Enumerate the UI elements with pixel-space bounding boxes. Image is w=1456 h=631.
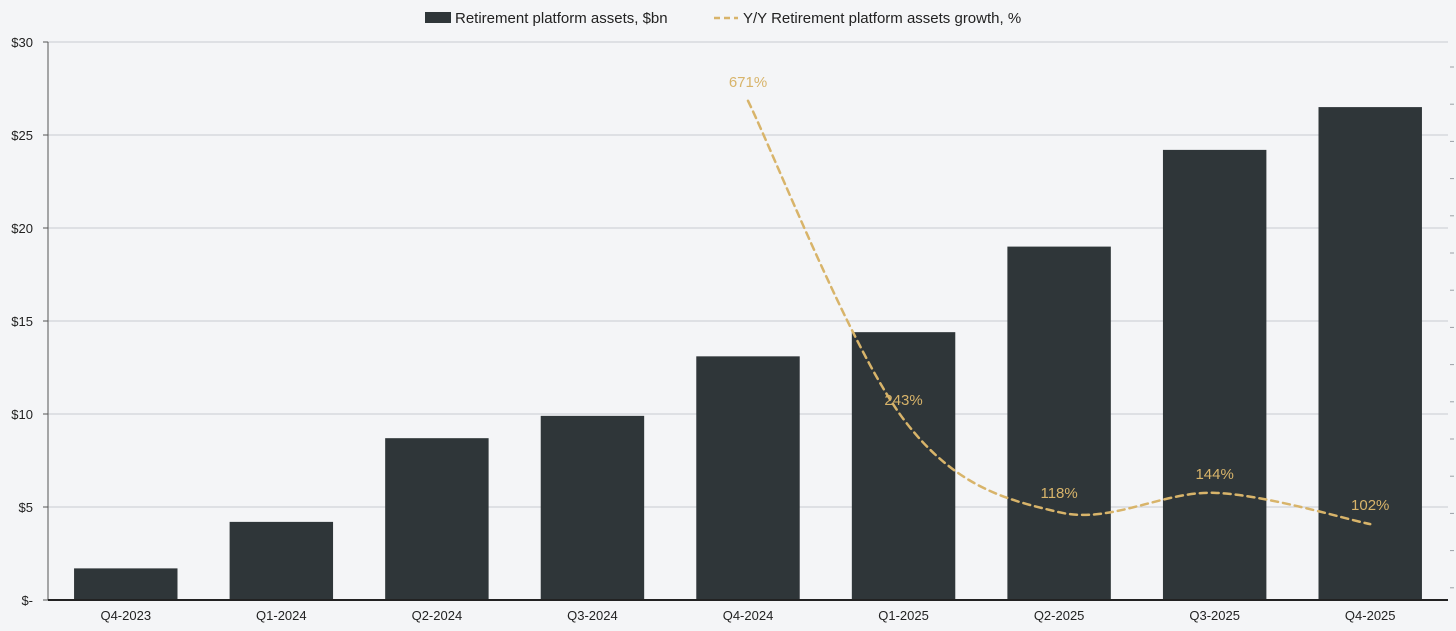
y-tick-label: $30 <box>11 35 33 50</box>
x-tick-label: Q2-2025 <box>1034 608 1085 623</box>
y-tick-label: $25 <box>11 128 33 143</box>
legend-swatch-bar <box>425 12 451 23</box>
legend: Retirement platform assets, $bn Y/Y Reti… <box>425 10 1021 27</box>
bar <box>1318 107 1422 600</box>
x-tick-label: Q2-2024 <box>412 608 463 623</box>
data-labels: 671% 243% 118% 144% 102% <box>729 74 1390 514</box>
x-tick-label: Q1-2024 <box>256 608 307 623</box>
bar <box>229 521 334 600</box>
growth-data-label: 243% <box>884 392 922 409</box>
bar <box>851 332 956 600</box>
x-tick-label: Q3-2025 <box>1189 608 1240 623</box>
growth-line <box>746 99 1372 526</box>
axes: $- $5 $10 $15 $20 $25 $30 Q4-2023 Q1-2024 Q2-2024… <box>11 35 1454 623</box>
growth-data-label: 118% <box>1040 485 1077 502</box>
y-tick-label: $15 <box>11 314 33 329</box>
bar <box>74 568 178 600</box>
y-tick-label: $5 <box>19 500 33 515</box>
x-tick-label: Q1-2025 <box>878 608 929 623</box>
growth-data-label: 102% <box>1351 497 1389 514</box>
bar <box>1007 246 1111 600</box>
bar <box>1162 149 1267 600</box>
y-tick-label: $20 <box>11 221 33 236</box>
growth-data-label: 144% <box>1195 466 1233 483</box>
x-tick-label: Q4-2025 <box>1345 608 1396 623</box>
x-tick-label: Q4-2024 <box>723 608 774 623</box>
bar-series <box>74 107 1422 600</box>
y-tick-label: $- <box>21 593 33 608</box>
bar <box>385 438 489 600</box>
growth-line-series <box>746 99 1372 526</box>
legend-label-bar: Retirement platform assets, $bn <box>455 10 668 27</box>
growth-data-label: 671% <box>729 74 767 91</box>
x-tick-label: Q4-2023 <box>100 608 151 623</box>
y-tick-label: $10 <box>11 407 33 422</box>
legend-label-line: Y/Y Retirement platform assets growth, % <box>743 10 1021 27</box>
bar <box>696 356 800 600</box>
x-tick-label: Q3-2024 <box>567 608 618 623</box>
bar <box>540 415 645 600</box>
